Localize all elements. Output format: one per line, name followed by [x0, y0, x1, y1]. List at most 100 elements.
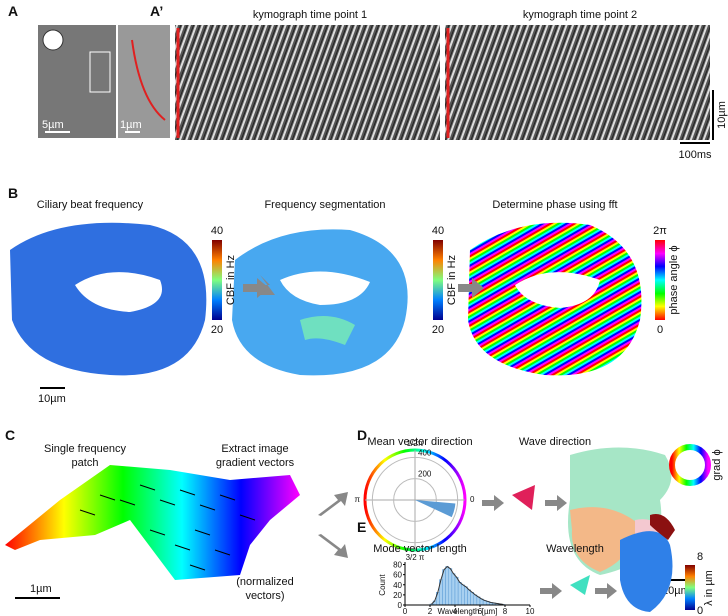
trace	[131, 39, 166, 121]
hist-bar	[473, 594, 478, 606]
scale-label: 10µm	[662, 585, 690, 597]
segment	[300, 316, 355, 345]
segment	[650, 514, 675, 540]
arrow	[545, 495, 567, 511]
hist-bar	[457, 581, 462, 606]
arrow	[318, 492, 348, 516]
title: Wavelength	[546, 543, 604, 555]
colorbar-tick: 20	[211, 324, 223, 336]
polar-tick-label: 200	[418, 470, 432, 479]
hist-bar	[442, 569, 446, 606]
colorbar-tick: 20	[432, 324, 444, 336]
arrow	[482, 495, 504, 511]
frequency-patch	[5, 465, 300, 580]
density-line	[431, 565, 504, 605]
title: Extract image	[221, 443, 288, 455]
colorbar-tick: 2π	[653, 225, 667, 237]
patch	[512, 485, 535, 510]
polar-grid	[371, 456, 459, 544]
hist-bar	[451, 573, 456, 606]
x-tick-label: 0	[403, 607, 408, 616]
x-axis-label: Wavelength [µm]	[438, 607, 498, 616]
y-axis-label: Count	[378, 574, 387, 596]
y-tick-label: 60	[393, 571, 402, 580]
panel-letter: C	[5, 427, 15, 443]
ring-label: grad ϕ	[711, 449, 723, 480]
panel-letter: D	[357, 427, 367, 443]
angle-label: π	[354, 495, 360, 504]
colorbar-tick: 40	[211, 225, 223, 237]
hist-bar	[464, 586, 468, 606]
panel-letter: A	[8, 3, 18, 19]
y-tick-label: 80	[393, 561, 402, 570]
polar-grid	[393, 478, 437, 522]
title: kymograph time point 1	[253, 9, 367, 21]
colorbar-label: phase angle ϕ	[668, 245, 680, 314]
hist-bar	[461, 584, 465, 606]
colorbar	[212, 240, 222, 320]
colorbar-tick: 0	[697, 605, 703, 616]
polar-bar	[415, 500, 456, 518]
colorbar	[685, 565, 695, 610]
colorbar	[655, 240, 665, 320]
arrow	[540, 583, 562, 599]
hist-bar	[448, 568, 453, 606]
title: Mode vector length	[373, 543, 467, 555]
x-tick-label: 10	[526, 607, 535, 616]
panel-letter: A’	[150, 3, 163, 19]
title: kymograph time point 2	[523, 9, 637, 21]
hist-bar	[470, 592, 474, 606]
angle-label: 3/2 π	[406, 553, 425, 562]
title: Ciliary beat frequency	[37, 199, 144, 211]
segmentation-map	[232, 229, 408, 376]
panel-letter: B	[8, 185, 18, 201]
x-tick-label: 8	[503, 607, 508, 616]
angle-label: 0	[470, 495, 475, 504]
x-tick-label: 6	[478, 607, 483, 616]
colorbar-label: CBF in Hz	[446, 255, 458, 305]
scale-label: 100ms	[678, 149, 712, 161]
scale-label: 10µm	[716, 101, 728, 129]
gradient-vectors	[79, 484, 256, 571]
note: (normalized	[236, 576, 293, 588]
cbf-map	[10, 222, 207, 376]
x-tick-label: 4	[453, 607, 458, 616]
colorbar-tick: 40	[432, 225, 444, 237]
hist-bar	[467, 589, 471, 606]
note: vectors)	[245, 590, 284, 602]
scale-label: 10µm	[38, 393, 66, 405]
wavelength-map	[620, 531, 673, 612]
scale-label: 1µm	[120, 119, 142, 131]
y-tick-label: 40	[393, 581, 402, 590]
hist-bar	[445, 566, 449, 606]
kymograph	[445, 25, 710, 140]
title: Single frequency	[44, 443, 126, 455]
scale-label: 5µm	[42, 119, 64, 131]
y-tick-label: 20	[393, 591, 402, 600]
image	[118, 25, 170, 138]
title: patch	[72, 457, 99, 469]
color-ring	[669, 444, 711, 486]
y-tick-label: 0	[398, 601, 403, 610]
scale-label: 1µm	[30, 583, 52, 595]
icon	[42, 29, 64, 51]
arrow	[595, 583, 617, 599]
angle-label: 1/2π	[407, 439, 424, 448]
title: Frequency segmentation	[264, 199, 385, 211]
arrow	[458, 278, 484, 298]
title: Wave direction	[519, 436, 591, 448]
kymograph	[175, 25, 440, 140]
x-tick-label: 2	[428, 607, 433, 616]
polar-tick-label: 400	[418, 448, 432, 457]
panel-letter: E	[357, 519, 366, 535]
title: Mean vector direction	[367, 436, 472, 448]
arrow	[243, 278, 269, 298]
hist-bar	[454, 576, 459, 606]
phase-map	[468, 222, 642, 376]
title: Determine phase using fft	[492, 199, 617, 211]
polar-plot: 200 400	[371, 448, 459, 544]
colorbar-label: CBF in Hz	[225, 255, 237, 305]
colorbar-tick: 8	[697, 551, 703, 563]
